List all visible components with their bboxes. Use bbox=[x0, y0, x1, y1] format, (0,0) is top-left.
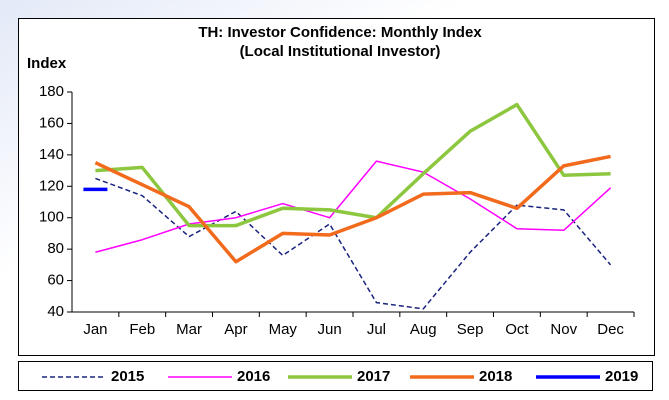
legend-label: 2017 bbox=[357, 368, 390, 385]
x-tick-label: Jul bbox=[367, 321, 386, 338]
x-tick-label: Aug bbox=[410, 321, 437, 338]
x-tick-label: Oct bbox=[505, 321, 529, 338]
x-tick-label: May bbox=[269, 321, 298, 338]
legend-label: 2018 bbox=[479, 368, 512, 385]
legend-label: 2016 bbox=[237, 368, 270, 385]
x-tick-label: Jan bbox=[83, 321, 107, 338]
series-line bbox=[95, 102, 611, 228]
y-tick-label: 180 bbox=[39, 83, 64, 100]
y-tick-label: 100 bbox=[39, 209, 64, 226]
x-tick-label: Mar bbox=[176, 321, 202, 338]
x-tick-label: Apr bbox=[224, 321, 247, 338]
series-line bbox=[94, 154, 611, 264]
x-tick-label: Sep bbox=[457, 321, 484, 338]
y-tick-label: 40 bbox=[47, 303, 64, 320]
x-tick-label: Jun bbox=[317, 321, 341, 338]
series-line bbox=[95, 160, 612, 254]
y-axis-label: Index bbox=[27, 55, 67, 72]
legend-label: 2019 bbox=[605, 368, 638, 385]
chart-subtitle: (Local Institutional Investor) bbox=[240, 43, 441, 60]
chart-title: TH: Investor Confidence: Monthly Index bbox=[198, 24, 482, 41]
x-tick-label: Feb bbox=[129, 321, 155, 338]
chart-frame bbox=[18, 18, 655, 356]
legend-label: 2015 bbox=[111, 368, 144, 385]
y-tick-label: 140 bbox=[39, 146, 64, 163]
y-tick-label: 60 bbox=[47, 272, 64, 289]
x-tick-label: Nov bbox=[550, 321, 577, 338]
y-tick-label: 160 bbox=[39, 114, 64, 131]
series-line bbox=[95, 177, 612, 310]
x-tick-label: Dec bbox=[597, 321, 624, 338]
y-tick-label: 120 bbox=[39, 177, 64, 194]
y-tick-label: 80 bbox=[47, 240, 64, 257]
